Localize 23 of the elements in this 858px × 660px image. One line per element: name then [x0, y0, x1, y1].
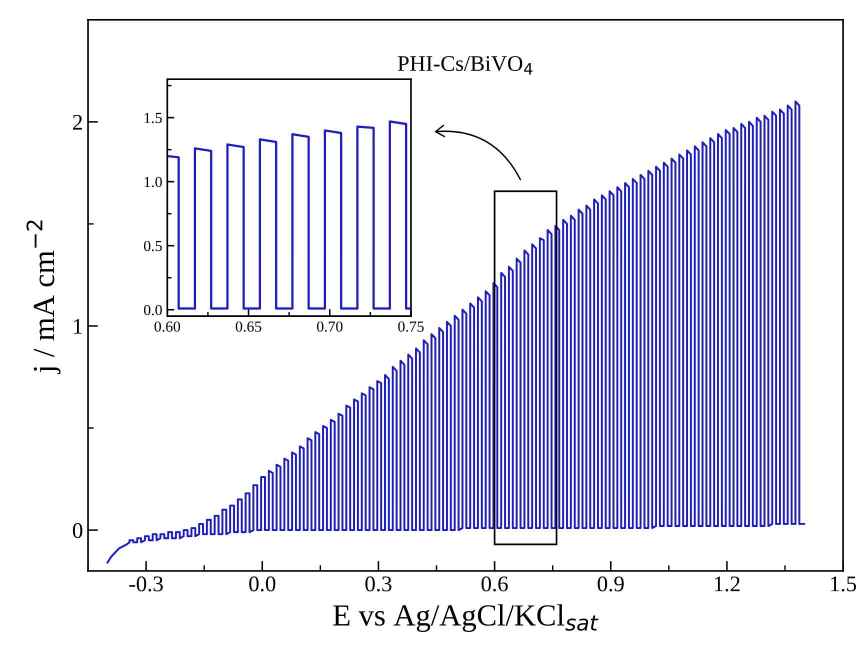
y-axis-title: j / mA cm$^{−2}$ [26, 220, 60, 374]
y-tick-label: 1.0 [144, 176, 162, 188]
y-tick-label: 0 [72, 523, 82, 538]
x-tick-label: 1.5 [831, 576, 856, 592]
y-tick-label: 1.5 [144, 112, 162, 124]
x-tick-label: 0.75 [398, 321, 424, 332]
x-tick-label: 0.9 [598, 576, 624, 592]
y-tick-label: 1 [74, 319, 82, 334]
x-tick-label: 0.3 [365, 576, 392, 592]
x-tick-label: -0.3 [129, 576, 163, 592]
x-tick-label: 0.70 [316, 321, 343, 332]
x-tick-label: 0.65 [236, 321, 262, 332]
y-tick-label: 0.0 [144, 304, 162, 316]
x-tick-label: 1.2 [714, 576, 740, 592]
x-tick-label: 0.0 [249, 576, 276, 592]
x-axis-title: E vs Ag/AgCl/KCl$_{sat}$ [333, 604, 598, 632]
x-tick-label: 0.6 [482, 576, 508, 592]
line-series [106, 100, 806, 564]
line-series [167, 120, 411, 310]
y-tick-label: 2 [73, 114, 82, 130]
x-tick-label: 0.60 [154, 321, 180, 332]
text: PHI-Cs/BiVO$_{4}$ [398, 56, 532, 74]
y-tick-label: 0.5 [144, 240, 162, 252]
